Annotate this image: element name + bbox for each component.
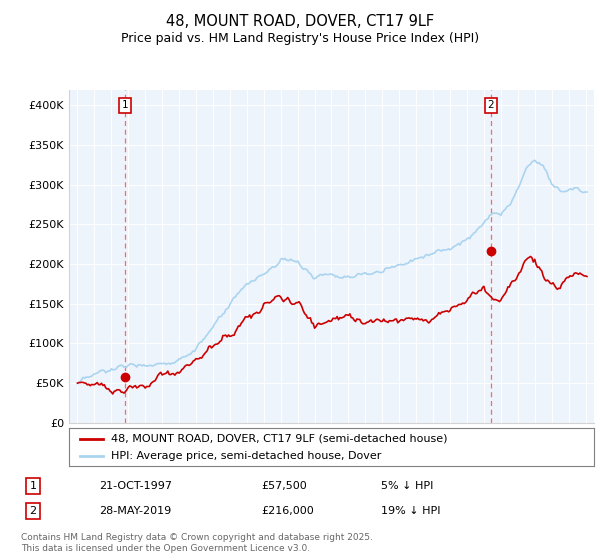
- Text: 48, MOUNT ROAD, DOVER, CT17 9LF (semi-detached house): 48, MOUNT ROAD, DOVER, CT17 9LF (semi-de…: [111, 433, 448, 444]
- Text: £216,000: £216,000: [261, 506, 314, 516]
- Text: £57,500: £57,500: [261, 481, 307, 491]
- Text: 19% ↓ HPI: 19% ↓ HPI: [381, 506, 440, 516]
- Text: Contains HM Land Registry data © Crown copyright and database right 2025.
This d: Contains HM Land Registry data © Crown c…: [21, 533, 373, 553]
- Text: 48, MOUNT ROAD, DOVER, CT17 9LF: 48, MOUNT ROAD, DOVER, CT17 9LF: [166, 14, 434, 29]
- Text: 1: 1: [122, 100, 128, 110]
- Text: Price paid vs. HM Land Registry's House Price Index (HPI): Price paid vs. HM Land Registry's House …: [121, 32, 479, 45]
- Text: 5% ↓ HPI: 5% ↓ HPI: [381, 481, 433, 491]
- Text: 21-OCT-1997: 21-OCT-1997: [99, 481, 172, 491]
- Text: 2: 2: [487, 100, 494, 110]
- Text: 28-MAY-2019: 28-MAY-2019: [99, 506, 171, 516]
- Text: HPI: Average price, semi-detached house, Dover: HPI: Average price, semi-detached house,…: [111, 451, 382, 461]
- Text: 1: 1: [29, 481, 37, 491]
- Text: 2: 2: [29, 506, 37, 516]
